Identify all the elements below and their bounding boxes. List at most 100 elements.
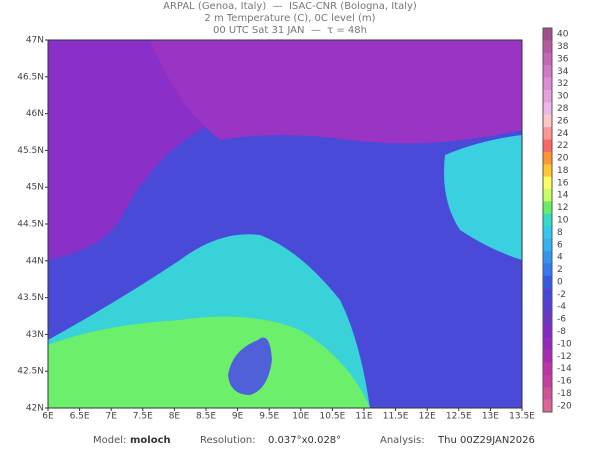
lon-label: 11.5E (383, 412, 409, 422)
colorbar-cell (543, 151, 552, 165)
lon-label: 11E (355, 412, 372, 422)
colorbar-cell (543, 226, 552, 239)
colorbar-label: -16 (557, 377, 572, 387)
colorbar-cell (543, 263, 552, 277)
footer-value: 0.037°x0.028° (268, 435, 341, 446)
lon-label: 13E (482, 412, 499, 422)
colorbar-label: -12 (557, 352, 572, 362)
footer-label: Model: (93, 435, 126, 446)
colorbar-cell (543, 288, 552, 301)
lon-label: 9.5E (259, 412, 279, 422)
tyrrhenian-sea (48, 316, 370, 408)
colorbar-label: -18 (557, 389, 572, 399)
colorbar-label: 16 (557, 178, 569, 188)
colorbar-cell (543, 40, 552, 54)
colorbar-cell (543, 176, 552, 190)
colorbar-label: -20 (557, 401, 572, 411)
colorbar-cell (543, 89, 552, 103)
colorbar-cell (543, 312, 552, 326)
lat-label: 44.5N (17, 220, 44, 230)
adriatic-sea (444, 135, 522, 260)
colorbar-cell (543, 114, 552, 128)
colorbar-cell (543, 337, 552, 351)
colorbar-label: 20 (557, 154, 569, 164)
colorbar-label: 28 (557, 104, 569, 114)
colorbar-label: -14 (557, 364, 572, 374)
footer-label: Analysis: (380, 435, 425, 446)
colorbar-label: 12 (557, 203, 568, 213)
lat-label: 43N (26, 330, 44, 340)
colorbar-label: -8 (557, 327, 566, 337)
lat-label: 45N (26, 183, 44, 193)
colorbar-cell (543, 362, 552, 376)
lon-label: 12E (419, 412, 436, 422)
colorbar-label: 18 (557, 166, 569, 176)
lon-label: 6.5E (70, 412, 90, 422)
colorbar-cell (543, 250, 552, 264)
footer-value: Thu 00Z29JAN2026 (437, 435, 535, 446)
map (47, 39, 523, 409)
colorbar-label: 10 (557, 216, 569, 226)
lon-label: 7.5E (133, 412, 153, 422)
colorbar-label: 40 (557, 30, 569, 40)
lat-label: 47N (26, 36, 44, 46)
colorbar-cell (543, 77, 552, 91)
colorbar-cell (543, 189, 552, 202)
colorbar-label: -10 (557, 339, 572, 349)
colorbar-label: 8 (557, 228, 563, 238)
colorbar-cell (543, 300, 552, 314)
title-line: 00 UTC Sat 31 JAN — τ = 48h (213, 25, 367, 36)
footer-label: Resolution: (200, 435, 256, 446)
colorbar-label: 22 (557, 141, 568, 151)
lat-label: 45.5N (17, 146, 44, 156)
colorbar-label: 14 (557, 191, 569, 201)
colorbar-cell (543, 350, 552, 363)
lon-label: 7E (105, 412, 117, 422)
colorbar-cell (543, 325, 552, 338)
lat-label: 42N (26, 404, 44, 414)
lon-label: 6E (42, 412, 54, 422)
colorbar-label: 38 (557, 42, 569, 52)
lon-label: 13.5E (509, 412, 535, 422)
colorbar-label: -4 (557, 302, 566, 312)
colorbar-cell (543, 275, 552, 289)
alps-north (150, 40, 522, 144)
colorbar-cell (543, 139, 552, 153)
lat-label: 44N (26, 256, 44, 266)
colorbar-label: -6 (557, 315, 566, 325)
colorbar-cell (543, 164, 552, 177)
colorbar-label: 26 (557, 116, 569, 126)
colorbar-frame (542, 27, 553, 413)
colorbar-label: 6 (557, 240, 563, 250)
lat-label: 42.5N (17, 367, 44, 377)
title-line: 2 m Temperature (C), 0C level (m) (204, 13, 375, 24)
colorbar-label: -2 (557, 290, 566, 300)
colorbar-label: 30 (557, 92, 569, 102)
colorbar-label: 4 (557, 253, 563, 263)
colorbar-cell (543, 127, 552, 140)
colorbar-label: 24 (557, 129, 569, 139)
lon-label: 8.5E (196, 412, 216, 422)
colorbar-cell (543, 28, 552, 41)
corsica (228, 337, 272, 395)
colorbar-cell (543, 213, 552, 227)
colorbar-cell (543, 374, 552, 388)
lat-label: 43.5N (17, 293, 44, 303)
colorbar-cell (543, 52, 552, 66)
colorbar-cell (543, 399, 552, 413)
colorbar-cell (543, 65, 552, 78)
colorbar-label: 0 (557, 277, 563, 287)
lon-label: 10.5E (320, 412, 346, 422)
footer-value: moloch (130, 435, 171, 446)
colorbar-cell (543, 238, 552, 252)
lat-label: 46N (26, 109, 44, 119)
lon-label: 12.5E (446, 412, 472, 422)
lon-label: 8E (169, 412, 181, 422)
lat-label: 46.5N (17, 72, 44, 82)
colorbar-cell (543, 387, 552, 400)
lon-label: 10E (292, 412, 309, 422)
colorbar-label: 32 (557, 79, 568, 89)
lon-label: 9E (232, 412, 244, 422)
footer: Model: moloch Resolution: 0.037°x0.028° … (93, 435, 535, 446)
